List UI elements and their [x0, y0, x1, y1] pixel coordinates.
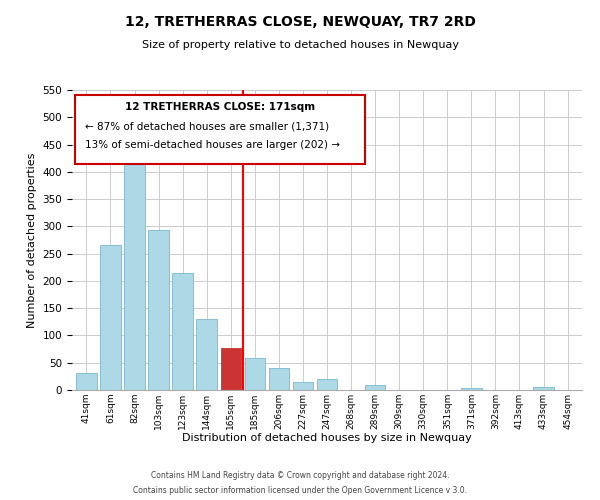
Y-axis label: Number of detached properties: Number of detached properties	[27, 152, 37, 328]
X-axis label: Distribution of detached houses by size in Newquay: Distribution of detached houses by size …	[182, 434, 472, 444]
Bar	[269, 368, 289, 390]
Bar	[317, 379, 337, 390]
Bar	[100, 246, 121, 390]
Text: Size of property relative to detached houses in Newquay: Size of property relative to detached ho…	[142, 40, 458, 50]
Bar	[124, 156, 145, 390]
Bar	[533, 388, 554, 390]
Text: Contains HM Land Registry data © Crown copyright and database right 2024.: Contains HM Land Registry data © Crown c…	[151, 471, 449, 480]
Bar	[245, 358, 265, 390]
Bar	[76, 372, 97, 390]
Bar	[461, 388, 482, 390]
Text: ← 87% of detached houses are smaller (1,371): ← 87% of detached houses are smaller (1,…	[85, 122, 329, 132]
Bar	[221, 348, 241, 390]
Text: 12 TRETHERRAS CLOSE: 171sqm: 12 TRETHERRAS CLOSE: 171sqm	[125, 102, 315, 112]
Bar	[148, 230, 169, 390]
Text: 12, TRETHERRAS CLOSE, NEWQUAY, TR7 2RD: 12, TRETHERRAS CLOSE, NEWQUAY, TR7 2RD	[125, 15, 475, 29]
FancyBboxPatch shape	[74, 94, 365, 164]
Bar	[365, 384, 385, 390]
Bar	[172, 274, 193, 390]
Text: 13% of semi-detached houses are larger (202) →: 13% of semi-detached houses are larger (…	[85, 140, 340, 149]
Bar	[196, 319, 217, 390]
Text: Contains public sector information licensed under the Open Government Licence v : Contains public sector information licen…	[133, 486, 467, 495]
Bar	[293, 382, 313, 390]
